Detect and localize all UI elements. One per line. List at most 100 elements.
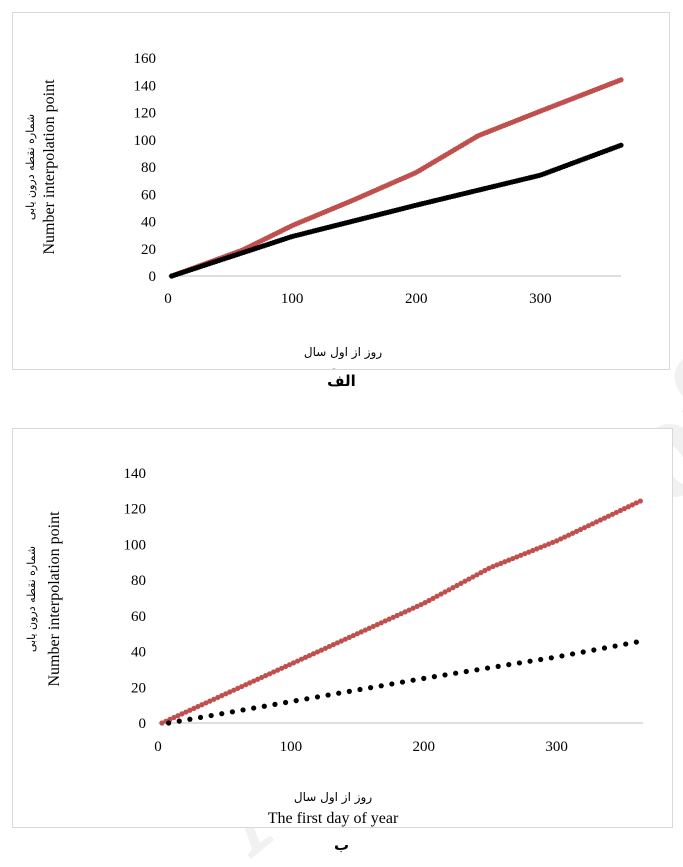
data-point bbox=[550, 539, 556, 546]
data-point bbox=[358, 629, 364, 635]
data-point bbox=[318, 647, 325, 653]
data-point bbox=[176, 718, 182, 724]
data-point bbox=[282, 699, 289, 706]
data-point bbox=[530, 547, 536, 554]
y-tick-label: 120 bbox=[134, 106, 157, 122]
data-point bbox=[527, 658, 533, 664]
data-point bbox=[406, 607, 412, 613]
data-point bbox=[612, 643, 618, 649]
series-1 bbox=[169, 142, 624, 279]
data-point bbox=[426, 597, 432, 604]
chart-a: 0 20 40 60 80 100 120 140 160 0 100 200 300 شماره نقط… bbox=[24, 51, 624, 369]
data-point bbox=[581, 524, 588, 531]
y-axis-label-en: Number interpolation point bbox=[41, 79, 58, 255]
x-tick-label: 200 bbox=[413, 739, 436, 755]
data-point bbox=[386, 616, 392, 622]
data-point bbox=[378, 683, 384, 689]
data-point bbox=[175, 713, 181, 719]
data-point bbox=[542, 543, 548, 549]
data-point bbox=[589, 521, 596, 527]
data-point bbox=[399, 679, 406, 685]
data-point bbox=[378, 620, 384, 626]
x-tick-label: 100 bbox=[281, 291, 304, 307]
y-tick-label: 100 bbox=[124, 537, 147, 553]
data-point bbox=[294, 658, 301, 664]
data-point bbox=[591, 647, 597, 653]
data-point bbox=[336, 690, 342, 696]
data-point bbox=[187, 707, 193, 713]
data-point bbox=[255, 676, 261, 682]
data-point bbox=[215, 694, 221, 701]
data-point bbox=[390, 614, 396, 620]
data-point bbox=[453, 670, 459, 676]
y-tick-label: 40 bbox=[131, 645, 146, 661]
data-point bbox=[580, 649, 586, 655]
data-point bbox=[518, 552, 524, 558]
data-point bbox=[506, 662, 512, 668]
data-point bbox=[629, 502, 635, 508]
y-tick-label: 80 bbox=[131, 573, 146, 589]
data-point bbox=[251, 678, 257, 684]
data-point bbox=[197, 714, 204, 721]
data-point bbox=[502, 559, 508, 565]
data-point bbox=[330, 642, 336, 648]
data-point bbox=[613, 509, 620, 516]
data-point bbox=[577, 526, 584, 533]
chart-a-caption: الف bbox=[327, 372, 356, 390]
data-point bbox=[389, 681, 395, 687]
data-point bbox=[558, 536, 564, 542]
series-0 bbox=[159, 498, 643, 726]
y-tick-label: 160 bbox=[134, 51, 157, 67]
y-tick-label: 0 bbox=[139, 716, 147, 732]
data-point bbox=[625, 504, 631, 510]
data-point bbox=[274, 667, 281, 673]
x-axis-label-fa: روز از اول سال bbox=[304, 345, 382, 360]
data-point bbox=[179, 711, 185, 717]
data-point bbox=[346, 688, 352, 694]
data-point bbox=[548, 655, 554, 661]
data-point bbox=[290, 660, 297, 666]
x-axis-label-fa: روز از اول سال bbox=[294, 790, 372, 805]
data-point bbox=[398, 611, 404, 617]
y-tick-label: 60 bbox=[131, 609, 146, 625]
data-point bbox=[422, 600, 428, 606]
data-point bbox=[593, 519, 600, 525]
data-point bbox=[516, 660, 523, 666]
data-point bbox=[286, 662, 293, 668]
data-point bbox=[569, 651, 576, 657]
data-point bbox=[346, 634, 352, 640]
data-point bbox=[159, 720, 165, 726]
data-point bbox=[219, 693, 225, 699]
data-point bbox=[506, 557, 512, 563]
data-point bbox=[298, 656, 305, 662]
data-point bbox=[637, 498, 643, 504]
data-point bbox=[430, 595, 436, 601]
x-axis-label-en: The first day of year bbox=[268, 810, 399, 827]
data-point bbox=[261, 703, 267, 709]
data-point bbox=[374, 622, 380, 628]
x-tick-label: 200 bbox=[405, 291, 428, 307]
y-tick-label: 140 bbox=[134, 78, 157, 94]
y-axis-label-fa: شماره نقطه درون یابی bbox=[24, 114, 37, 220]
data-point bbox=[601, 515, 608, 521]
data-point bbox=[633, 639, 639, 645]
chart-b-caption: ب bbox=[333, 836, 350, 854]
data-point bbox=[394, 612, 400, 619]
data-point bbox=[458, 580, 464, 586]
data-point bbox=[243, 682, 249, 688]
data-point bbox=[322, 645, 329, 651]
data-point bbox=[166, 720, 172, 726]
data-point bbox=[342, 636, 348, 642]
data-point bbox=[470, 574, 476, 580]
data-point bbox=[293, 698, 299, 704]
y-tick-label: 100 bbox=[134, 133, 157, 149]
data-point bbox=[463, 668, 469, 675]
series-1 bbox=[166, 639, 639, 726]
x-tick-label: 300 bbox=[545, 739, 568, 755]
data-point bbox=[357, 686, 363, 693]
data-point bbox=[199, 702, 205, 708]
data-point bbox=[474, 572, 480, 578]
data-point bbox=[633, 500, 639, 506]
data-point bbox=[410, 605, 416, 611]
data-point bbox=[402, 609, 408, 615]
